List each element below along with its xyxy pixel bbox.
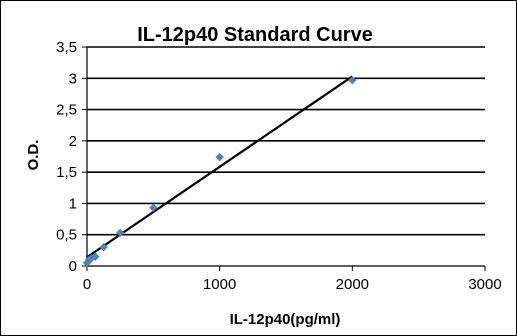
tick-labels: 0 0,5 1 1,5 2 2,5 3 3,5 0 1000 2000 3000 xyxy=(56,39,502,293)
data-point xyxy=(115,228,125,238)
x-tick-label: 3000 xyxy=(468,276,501,293)
data-point xyxy=(149,203,158,213)
data-point xyxy=(86,254,96,263)
y-tick-label: 3 xyxy=(69,70,77,87)
data-point xyxy=(348,75,357,85)
chart-title: IL-12p40 Standard Curve xyxy=(137,24,373,46)
y-tick-label: 3,5 xyxy=(56,39,77,56)
grid xyxy=(87,46,485,236)
axes xyxy=(82,46,486,271)
y-tick-label: 1,5 xyxy=(56,164,77,181)
data-points xyxy=(82,75,357,268)
y-tick-label: 0 xyxy=(69,258,77,275)
y-tick-label: 1 xyxy=(69,195,77,212)
trendline-group xyxy=(86,75,353,259)
y-tick-label: 2 xyxy=(69,133,77,150)
data-point xyxy=(91,252,100,261)
x-axis-label: IL-12p40(pg/ml) xyxy=(230,311,341,328)
x-tick-label: 2000 xyxy=(336,276,369,293)
data-point xyxy=(215,152,224,162)
trendline xyxy=(86,75,353,259)
y-tick-label: 2,5 xyxy=(56,102,77,119)
y-tick-label: 0,5 xyxy=(56,227,77,244)
y-axis-label: O.D. xyxy=(25,140,42,171)
x-tick-label: 1000 xyxy=(203,276,236,293)
data-point xyxy=(99,243,108,252)
x-tick-label: 0 xyxy=(83,276,91,293)
